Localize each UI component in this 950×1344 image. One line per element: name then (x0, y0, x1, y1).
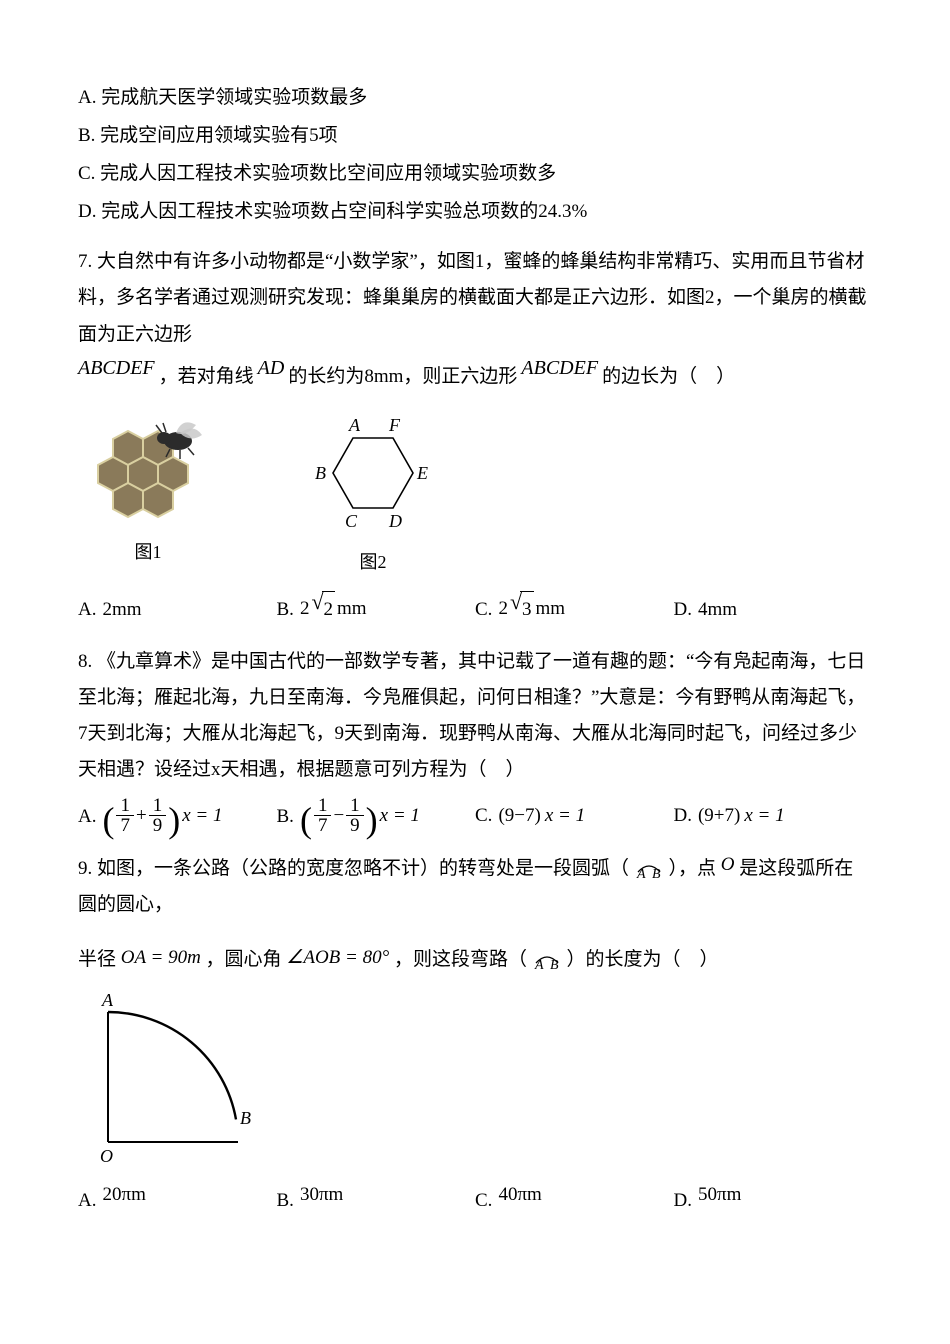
q7-opt-b-label: B. (277, 592, 294, 628)
q8-opt-b-eq: ( 17 − 19 ) x = 1 (300, 796, 420, 835)
q9-option-c: C. 40πm (475, 1183, 674, 1219)
q6-option-c: C. 完成人因工程技术实验项数比空间应用领域实验项数多 (78, 156, 872, 192)
q9-text1a: 9. 如图，一条公路（公路的宽度忽略不计）的转弯处是一段圆弧（ (78, 858, 629, 879)
q9-opt-b-label: B. (277, 1183, 294, 1219)
svg-text:A: A (636, 867, 646, 880)
q8-opt-d-eq: (9+7) x = 1 (698, 798, 785, 834)
q7-opt-d-val: 4mm (698, 592, 737, 628)
q7-option-b: B. 2 √2 mm (277, 591, 476, 628)
svg-text:D: D (388, 511, 402, 531)
q8-option-a: A. ( 17 + 19 ) x = 1 (78, 796, 277, 835)
q9-text1b: ），点 (669, 858, 717, 879)
q7-fig2-caption: 图2 (360, 545, 387, 579)
q7-option-a: A. 2mm (78, 592, 277, 628)
svg-text:B: B (240, 1108, 251, 1128)
q7-abcdef-1: ABCDEF (78, 349, 155, 387)
q7-figure-2: A F E D C B (298, 411, 448, 541)
q7-opt-c-val: 2 √3 mm (498, 591, 565, 628)
q7-abcdef-2: ABCDEF (521, 349, 598, 387)
q9-figure: A B O (78, 992, 872, 1175)
svg-text:B: B (315, 463, 326, 483)
q9-text2c: ，则这段弯路（ (394, 949, 527, 970)
q8-opt-c-eq: (9−7) x = 1 (498, 798, 585, 834)
svg-text:A: A (348, 415, 361, 435)
svg-text:A: A (101, 992, 114, 1010)
q9-opt-d-label: D. (674, 1183, 692, 1219)
q7-opt-a-label: A. (78, 592, 96, 628)
q8-option-b: B. ( 17 − 19 ) x = 1 (277, 796, 476, 835)
q7-text-2c: 的边长为（ ） (602, 359, 735, 395)
svg-text:B: B (652, 867, 661, 880)
q7-text-2: ABCDEF ，若对角线 AD 的长约为8mm，则正六边形 ABCDEF 的边长… (78, 357, 872, 395)
svg-text:E: E (416, 463, 428, 483)
q9-aob: ∠AOB = 80° (286, 947, 389, 968)
q7-opt-d-label: D. (674, 592, 692, 628)
q7-opt-c-label: C. (475, 592, 492, 628)
q7-text-1: 7. 大自然中有许多小动物都是“小数学家”，如图1，蜜蜂的蜂巢结构非常精巧、实用… (78, 244, 872, 352)
q8-options: A. ( 17 + 19 ) x = 1 B. ( 17 − 19 ) x = … (78, 796, 872, 835)
q9-opt-c-val: 40πm (498, 1177, 541, 1213)
q7-figure-1 (78, 411, 218, 531)
svg-text:B: B (550, 958, 559, 971)
q7-ad: AD (258, 349, 285, 387)
q9-opt-b-val: 30πm (300, 1177, 343, 1213)
q7-figures: 图1 A F E D C B 图2 (78, 411, 872, 579)
q9-arc-icon-1: A B (634, 856, 664, 880)
q9-text2d: ）的长度为（ ） (566, 949, 718, 970)
q9-option-d: D. 50πm (674, 1183, 873, 1219)
q9-text-2: 半径 OA = 90m ，圆心角 ∠AOB = 80° ，则这段弯路（ A B … (78, 942, 872, 978)
q9-option-a: A. 20πm (78, 1183, 277, 1219)
q7-opt-a-val: 2mm (102, 592, 141, 628)
q6-option-d: D. 完成人因工程技术实验项数占空间科学实验总项数的24.3% (78, 194, 872, 230)
q9-opt-a-label: A. (78, 1183, 96, 1219)
q7-opt-b-val: 2 √2 mm (300, 591, 367, 628)
svg-text:O: O (100, 1146, 113, 1162)
q6-option-b: B. 完成空间应用领域实验有5项 (78, 118, 872, 154)
q8-option-d: D. (9+7) x = 1 (674, 798, 873, 834)
q8-opt-a-label: A. (78, 799, 96, 835)
q9-text-1: 9. 如图，一条公路（公路的宽度忽略不计）的转弯处是一段圆弧（ A B ），点 … (78, 851, 872, 923)
q9-opt-c-label: C. (475, 1183, 492, 1219)
q7-options: A. 2mm B. 2 √2 mm C. 2 √3 mm D. 4mm (78, 591, 872, 628)
q7-text-2b: 的长约为8mm，则正六边形 (288, 359, 517, 395)
svg-text:C: C (345, 511, 358, 531)
svg-text:A: A (534, 958, 544, 971)
q6-option-a: A. 完成航天医学领域实验项数最多 (78, 80, 872, 116)
q8-opt-b-label: B. (277, 799, 294, 835)
svg-text:F: F (388, 415, 401, 435)
q9-opt-d-val: 50πm (698, 1177, 741, 1213)
q9-opt-a-val: 20πm (102, 1177, 145, 1213)
q9-option-b: B. 30πm (277, 1183, 476, 1219)
q7-option-c: C. 2 √3 mm (475, 591, 674, 628)
q9-text2b: ，圆心角 (206, 949, 282, 970)
q8-text: 8. 《九章算术》是中国古代的一部数学专著，其中记载了一道有趣的题：“今有凫起南… (78, 644, 872, 788)
q8-opt-c-label: C. (475, 798, 492, 834)
q9-text2a: 半径 (78, 949, 116, 970)
q7-fig1-caption: 图1 (135, 535, 162, 569)
q9-O: O (721, 854, 735, 875)
q8-opt-a-eq: ( 17 + 19 ) x = 1 (102, 796, 222, 835)
q8-option-c: C. (9−7) x = 1 (475, 798, 674, 834)
q8-opt-d-label: D. (674, 798, 692, 834)
q9-options: A. 20πm B. 30πm C. 40πm D. 50πm (78, 1183, 872, 1219)
q9-oa: OA = 90m (121, 947, 201, 968)
q7-text-2a: ，若对角线 (159, 359, 254, 395)
q7-option-d: D. 4mm (674, 592, 873, 628)
q9-arc-icon-2: A B (532, 947, 562, 971)
